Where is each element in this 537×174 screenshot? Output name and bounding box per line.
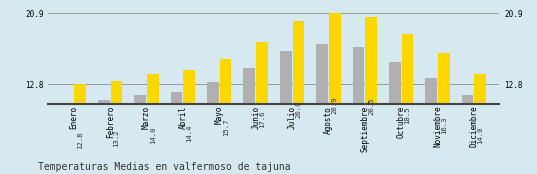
- Bar: [353, 47, 364, 174]
- Bar: [280, 51, 292, 174]
- Bar: [293, 21, 304, 174]
- Bar: [438, 53, 450, 174]
- Bar: [98, 100, 110, 174]
- Bar: [365, 17, 377, 174]
- Bar: [425, 78, 437, 174]
- Bar: [462, 95, 474, 174]
- Bar: [62, 103, 73, 174]
- Text: 20.0: 20.0: [295, 100, 301, 118]
- Text: 17.6: 17.6: [259, 110, 265, 128]
- Text: 16.3: 16.3: [441, 116, 447, 134]
- Bar: [256, 42, 268, 174]
- Bar: [111, 81, 122, 174]
- Bar: [329, 13, 340, 174]
- Bar: [74, 84, 86, 174]
- Bar: [243, 68, 255, 174]
- Bar: [147, 74, 159, 174]
- Text: Temperaturas Medias en valfermoso de tajuna: Temperaturas Medias en valfermoso de taj…: [38, 162, 290, 172]
- Text: 14.0: 14.0: [150, 126, 156, 144]
- Bar: [402, 34, 413, 174]
- Text: 20.5: 20.5: [368, 98, 374, 115]
- Text: 20.9: 20.9: [332, 96, 338, 114]
- Text: 15.7: 15.7: [223, 119, 229, 136]
- Text: 13.2: 13.2: [113, 130, 120, 147]
- Bar: [389, 62, 401, 174]
- Bar: [134, 95, 146, 174]
- Bar: [207, 82, 219, 174]
- Bar: [475, 74, 486, 174]
- Bar: [316, 44, 328, 174]
- Text: 14.0: 14.0: [477, 126, 483, 144]
- Bar: [220, 59, 231, 174]
- Text: 18.5: 18.5: [404, 107, 411, 124]
- Text: 14.4: 14.4: [186, 125, 192, 142]
- Bar: [184, 70, 195, 174]
- Bar: [171, 92, 183, 174]
- Text: 12.8: 12.8: [77, 132, 83, 149]
